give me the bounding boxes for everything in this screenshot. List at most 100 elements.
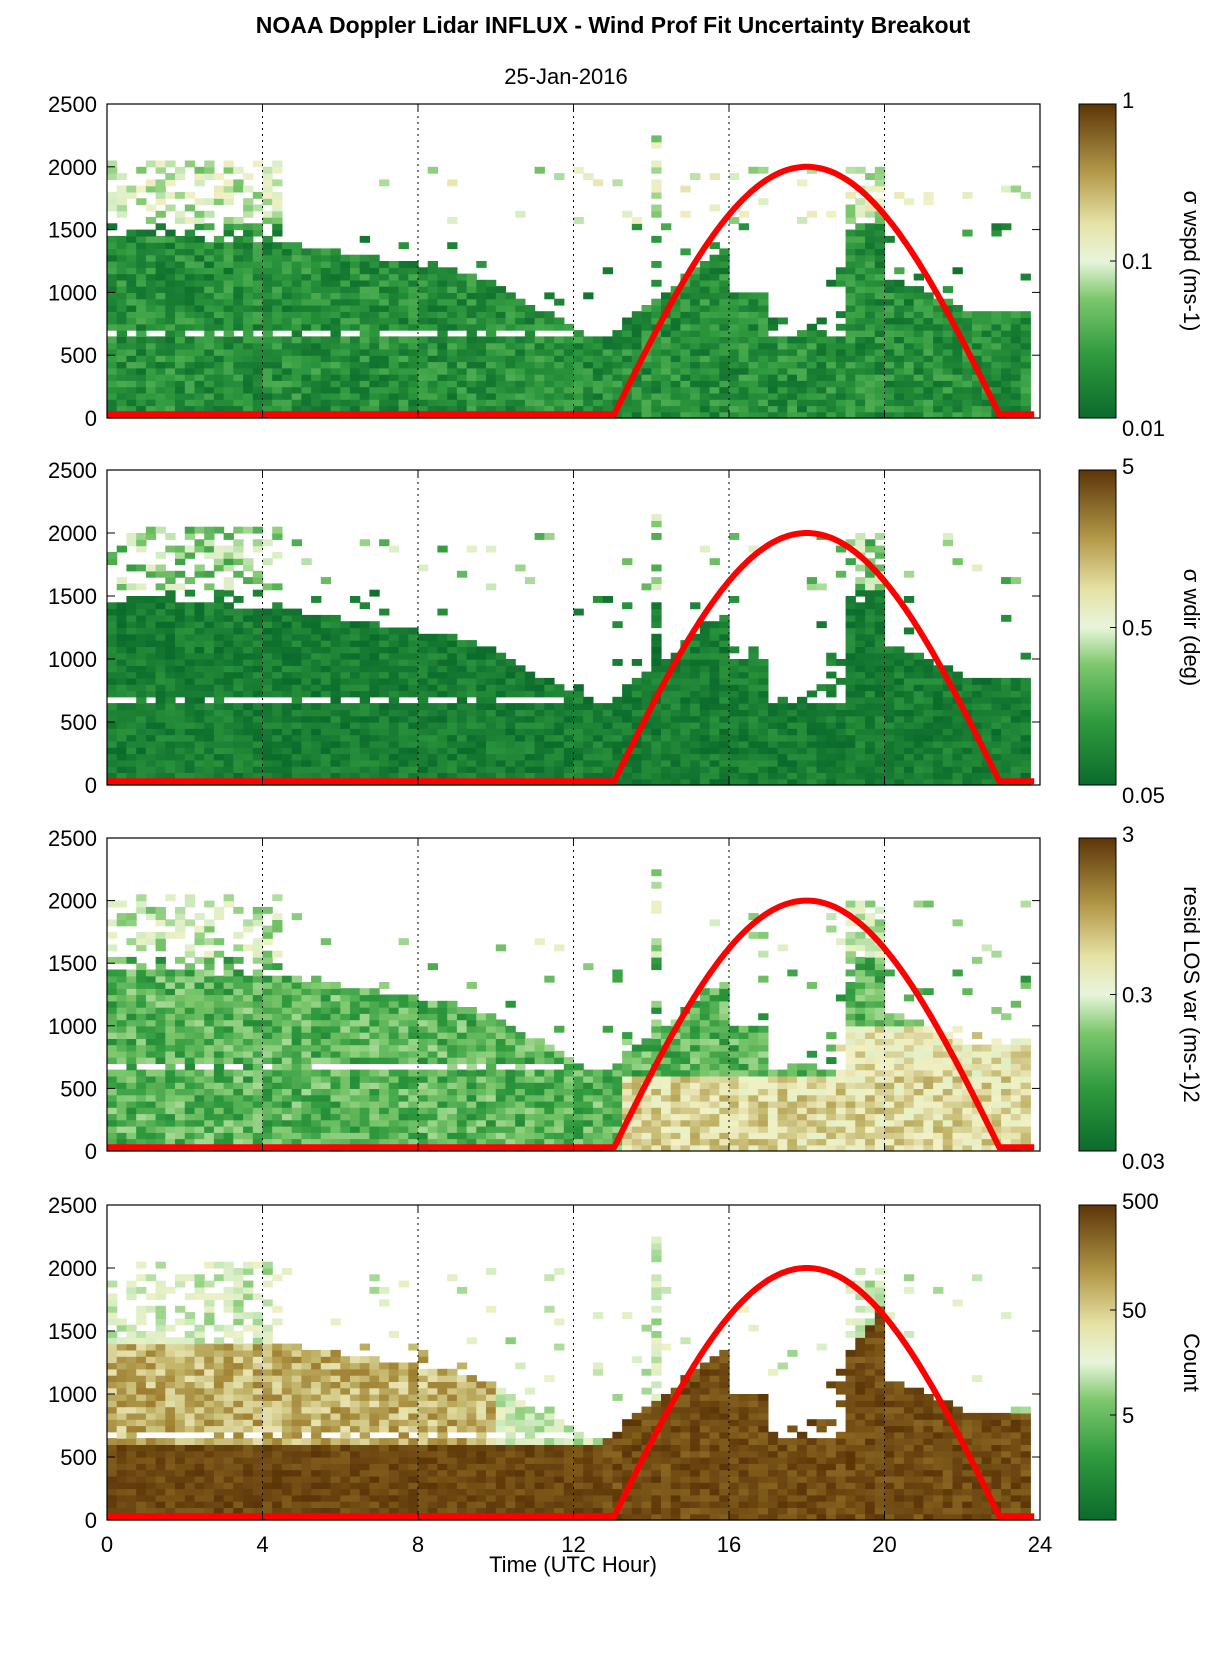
heatmap-cell	[262, 734, 273, 742]
heatmap-cell	[729, 740, 740, 748]
heatmap-cell	[1020, 753, 1031, 761]
heatmap-cell	[670, 374, 681, 381]
heatmap-cell	[845, 690, 856, 698]
heatmap-cell	[942, 367, 954, 375]
heatmap-cell	[1010, 355, 1022, 363]
heatmap-cell	[729, 734, 740, 742]
heatmap-cell	[515, 392, 526, 400]
heatmap-cell	[631, 348, 643, 356]
heatmap-cell	[155, 994, 166, 1002]
heatmap-cell	[301, 348, 312, 356]
heatmap-cell	[797, 722, 808, 729]
heatmap-cell	[165, 589, 176, 597]
heatmap-cell	[456, 665, 468, 673]
heatmap-cell	[719, 361, 730, 369]
heatmap-cell	[602, 596, 613, 603]
heatmap-cell	[806, 778, 818, 786]
heatmap-cell	[476, 298, 487, 306]
heatmap-cell	[894, 766, 905, 773]
heatmap-cell	[379, 715, 390, 723]
heatmap-cell	[262, 279, 273, 287]
heatmap-cell	[107, 1138, 118, 1146]
heatmap-cell	[495, 380, 507, 388]
heatmap-cell	[466, 728, 477, 736]
heatmap-cell	[281, 772, 293, 780]
heatmap-cell	[661, 336, 672, 344]
heatmap-cell	[243, 558, 254, 566]
heatmap-cell	[544, 684, 555, 692]
heatmap-cell	[563, 709, 575, 717]
heatmap-cell	[126, 982, 137, 989]
heatmap-cell	[252, 242, 264, 250]
heatmap-cell	[826, 374, 837, 381]
heatmap-cell	[855, 392, 866, 400]
heatmap-cell	[1020, 348, 1031, 356]
heatmap-cell	[923, 392, 934, 400]
heatmap-cell	[223, 367, 234, 375]
heatmap-cell	[447, 640, 458, 647]
heatmap-cell	[670, 684, 681, 692]
heatmap-cell	[709, 361, 720, 369]
heatmap-cell	[651, 336, 662, 344]
heatmap-cell	[466, 715, 477, 723]
heatmap-cell	[554, 740, 565, 748]
heatmap-cell	[972, 703, 983, 710]
heatmap-cell	[1010, 367, 1022, 375]
heatmap-cell	[709, 709, 720, 717]
heatmap-cell	[690, 715, 701, 723]
heatmap-cell	[136, 753, 147, 761]
heatmap-cell	[651, 392, 662, 400]
heatmap-cell	[223, 621, 234, 629]
heatmap-cell	[107, 1132, 118, 1140]
heatmap-cell	[252, 633, 264, 641]
heatmap-cell	[213, 386, 225, 394]
heatmap-cell	[126, 380, 137, 388]
heatmap-cell	[213, 399, 225, 407]
heatmap-cell	[291, 728, 302, 736]
heatmap-cell	[427, 342, 438, 350]
heatmap-cell	[690, 173, 701, 180]
heatmap-cell	[845, 728, 856, 736]
heatmap-cell	[534, 715, 545, 723]
heatmap-cell	[233, 703, 244, 710]
heatmap-cell	[972, 677, 983, 685]
heatmap-cell	[923, 766, 934, 773]
heatmap-cell	[107, 323, 118, 331]
heatmap-cell	[544, 355, 555, 363]
heatmap-cell	[699, 286, 711, 293]
heatmap-cell	[923, 747, 934, 755]
heatmap-cell	[437, 734, 448, 742]
heatmap-cell	[213, 342, 225, 350]
heatmap-cell	[758, 392, 769, 400]
heatmap-cell	[340, 684, 351, 692]
heatmap-cell	[476, 684, 487, 692]
heatmap-cell	[495, 323, 507, 331]
heatmap-cell	[661, 292, 672, 300]
heatmap-cell	[204, 646, 215, 654]
heatmap-cell	[456, 292, 468, 300]
heatmap-cell	[223, 330, 234, 337]
heatmap-cell	[330, 709, 341, 717]
heatmap-cell	[136, 305, 147, 312]
heatmap-cell	[418, 305, 429, 312]
heatmap-cell	[408, 646, 419, 654]
heatmap-cell	[729, 380, 740, 388]
heatmap-cell	[738, 323, 749, 331]
heatmap-cell	[699, 772, 711, 780]
heatmap-cell	[272, 526, 283, 534]
heatmap-cell	[670, 728, 681, 736]
heatmap-cell	[184, 248, 196, 256]
heatmap-cell	[1001, 355, 1012, 363]
heatmap-cell	[243, 336, 254, 344]
heatmap-cell	[116, 392, 127, 400]
heatmap-cell	[729, 411, 740, 419]
heatmap-cell	[126, 734, 137, 742]
heatmap-cell	[699, 386, 711, 394]
heatmap-cell	[651, 665, 662, 673]
heatmap-cell	[495, 728, 507, 736]
heatmap-cell	[874, 709, 886, 717]
heatmap-cell	[758, 715, 769, 723]
heatmap-cell	[544, 772, 555, 780]
heatmap-cell	[505, 367, 516, 375]
heatmap-cell	[641, 355, 652, 363]
